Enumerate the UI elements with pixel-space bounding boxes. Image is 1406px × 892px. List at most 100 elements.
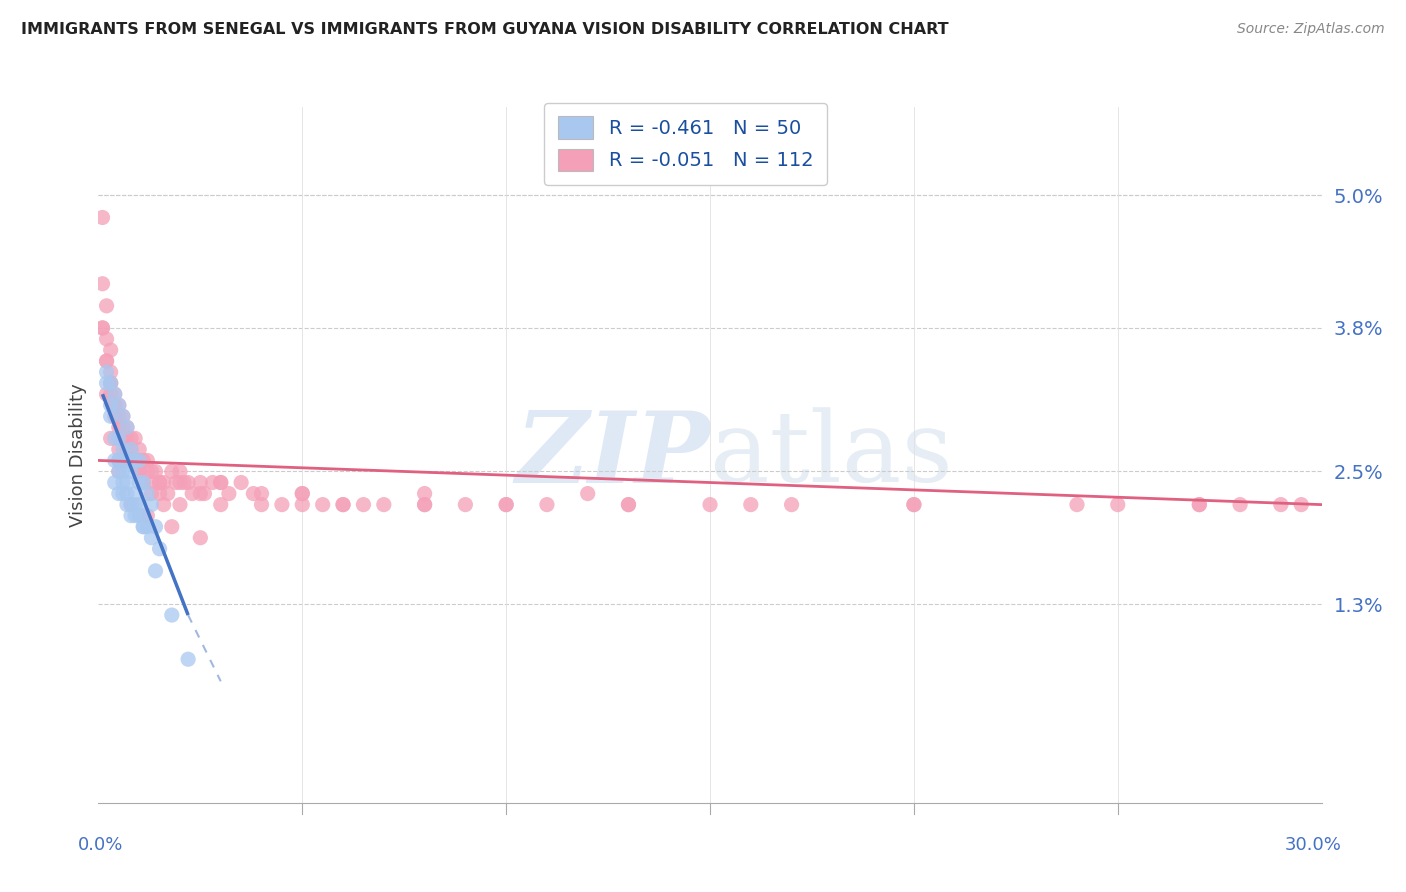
Point <box>111 442 134 457</box>
Point <box>111 475 134 490</box>
Point <box>250 486 273 500</box>
Point <box>373 498 395 512</box>
Legend: R = -0.461   N = 50, R = -0.051   N = 112: R = -0.461 N = 50, R = -0.051 N = 112 <box>544 103 827 185</box>
Point <box>136 453 159 467</box>
Point <box>111 453 134 467</box>
Point <box>120 465 142 479</box>
Point <box>108 486 131 500</box>
Point <box>111 409 134 424</box>
Point <box>108 431 131 445</box>
Point <box>352 498 374 512</box>
Point <box>128 465 150 479</box>
Point <box>209 475 232 490</box>
Point <box>124 486 146 500</box>
Point <box>100 365 122 379</box>
Point <box>188 531 212 545</box>
Text: atlas: atlas <box>710 407 953 503</box>
Point <box>124 508 146 523</box>
Point <box>193 486 215 500</box>
Point <box>115 420 138 434</box>
Point <box>91 321 114 335</box>
Point <box>291 486 314 500</box>
Point <box>108 398 131 412</box>
Point <box>108 442 131 457</box>
Point <box>91 321 114 335</box>
Point <box>120 453 142 467</box>
Point <box>115 453 138 467</box>
Point <box>145 564 167 578</box>
Point <box>173 475 195 490</box>
Point <box>128 453 150 467</box>
Point <box>108 465 131 479</box>
Point <box>141 486 163 500</box>
Point <box>177 652 200 666</box>
Point <box>111 409 134 424</box>
Point <box>149 475 172 490</box>
Point <box>115 420 138 434</box>
Point <box>132 475 155 490</box>
Point <box>100 387 122 401</box>
Point <box>124 431 146 445</box>
Point <box>100 409 122 424</box>
Point <box>128 498 150 512</box>
Point <box>115 475 138 490</box>
Point <box>145 519 167 533</box>
Point <box>495 498 517 512</box>
Point <box>104 431 127 445</box>
Point <box>111 420 134 434</box>
Point <box>120 498 142 512</box>
Point <box>124 453 146 467</box>
Point <box>120 431 142 445</box>
Point <box>100 376 122 391</box>
Point <box>108 453 131 467</box>
Point <box>149 475 172 490</box>
Text: 0.0%: 0.0% <box>79 836 124 854</box>
Point <box>132 519 155 533</box>
Y-axis label: Vision Disability: Vision Disability <box>69 383 87 527</box>
Point <box>100 376 122 391</box>
Point <box>96 365 118 379</box>
Point <box>903 498 925 512</box>
Point <box>104 398 127 412</box>
Text: Source: ZipAtlas.com: Source: ZipAtlas.com <box>1237 22 1385 37</box>
Point <box>1188 498 1211 512</box>
Point <box>104 453 127 467</box>
Point <box>91 211 114 225</box>
Point <box>100 398 122 412</box>
Point <box>177 475 200 490</box>
Point <box>141 465 163 479</box>
Point <box>699 498 721 512</box>
Point <box>136 465 159 479</box>
Point <box>141 498 163 512</box>
Point <box>312 498 335 512</box>
Point <box>332 498 354 512</box>
Point <box>270 498 294 512</box>
Point <box>576 486 599 500</box>
Point <box>111 431 134 445</box>
Point <box>903 498 925 512</box>
Point <box>108 465 131 479</box>
Point <box>100 431 122 445</box>
Point <box>149 486 172 500</box>
Point <box>100 376 122 391</box>
Point <box>160 519 183 533</box>
Point <box>132 519 155 533</box>
Point <box>128 442 150 457</box>
Point <box>128 475 150 490</box>
Point <box>96 354 118 368</box>
Point <box>120 508 142 523</box>
Point <box>181 486 204 500</box>
Point <box>104 387 127 401</box>
Point <box>250 498 273 512</box>
Point <box>120 498 142 512</box>
Point <box>152 475 174 490</box>
Point <box>96 299 118 313</box>
Point <box>188 486 212 500</box>
Point <box>120 453 142 467</box>
Point <box>156 486 179 500</box>
Point <box>231 475 253 490</box>
Point <box>104 409 127 424</box>
Point <box>160 465 183 479</box>
Point <box>96 387 118 401</box>
Point <box>160 608 183 623</box>
